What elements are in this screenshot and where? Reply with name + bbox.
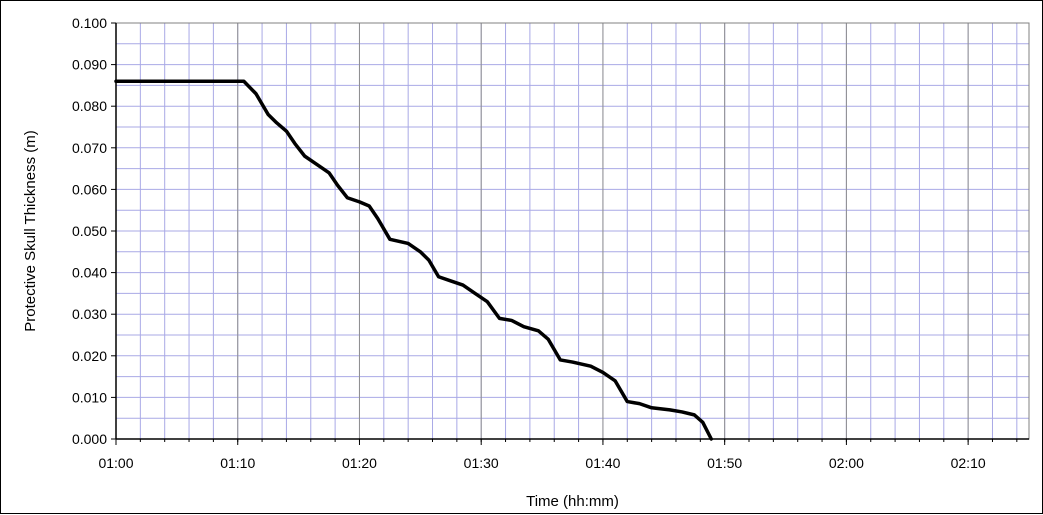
x-axis-title: Time (hh:mm): [526, 493, 619, 510]
x-tick-label: 02:10: [951, 455, 986, 471]
y-tick-label: 0.060: [72, 181, 107, 197]
x-tick-label: 01:10: [220, 455, 255, 471]
x-tick-label: 01:20: [342, 455, 377, 471]
x-tick-label: 01:50: [707, 455, 742, 471]
x-tick-label: 01:40: [585, 455, 620, 471]
x-tick-label: 02:00: [829, 455, 864, 471]
series-line-skull-thickness: [114, 79, 714, 441]
x-tick-label: 01:30: [464, 455, 499, 471]
y-tick-label: 0.030: [72, 306, 107, 322]
x-tick-labels: 01:00 01:10 01:20 01:30 01:40 01:50 02:00 02:10: [98, 455, 985, 471]
y-tick-label: 0.000: [72, 431, 107, 447]
y-tick-label: 0.100: [72, 15, 107, 31]
axes: [111, 22, 1029, 445]
y-tick-label: 0.090: [72, 57, 107, 73]
y-tick-label: 0.020: [72, 348, 107, 364]
y-tick-label: 0.050: [72, 223, 107, 239]
y-tick-label: 0.040: [72, 265, 107, 281]
y-tick-labels: 0.000 0.010 0.020 0.030 0.040 0.050 0.060 0.070…: [72, 15, 107, 447]
x-tick-label: 01:00: [98, 455, 133, 471]
y-axis-title: Protective Skull Thickness (m): [22, 130, 39, 331]
minor-grid: [115, 22, 1029, 440]
y-tick-label: 0.010: [72, 389, 107, 405]
y-tick-label: 0.070: [72, 140, 107, 156]
y-tick-label: 0.080: [72, 98, 107, 114]
